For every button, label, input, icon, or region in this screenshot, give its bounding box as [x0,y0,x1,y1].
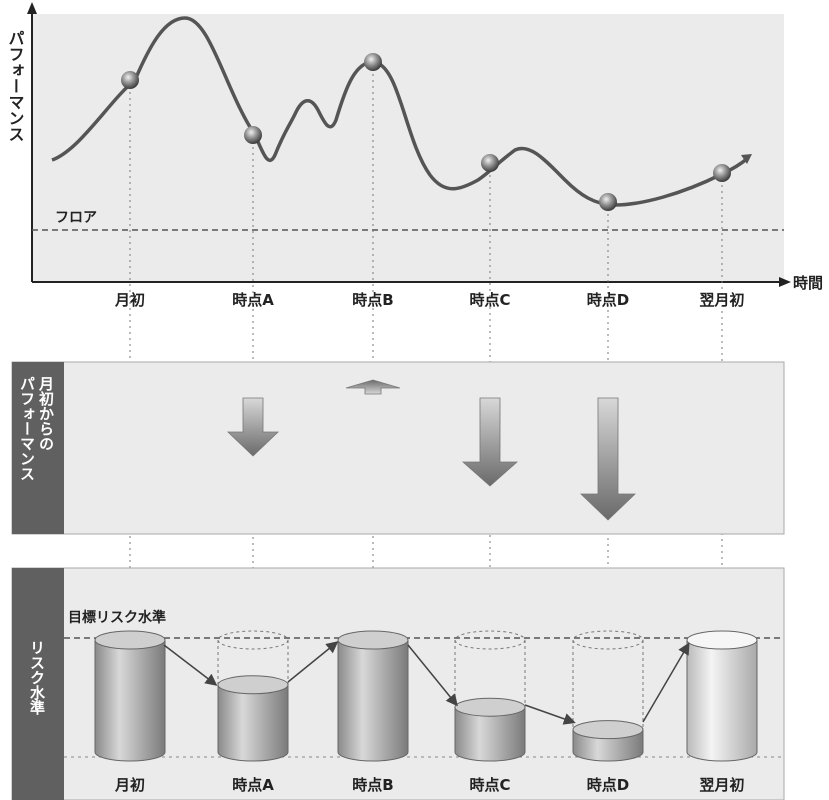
risk-cylinder [94,630,166,762]
tick-label: 月初 [114,776,145,794]
tick-label: 時点D [587,776,629,794]
bottom-side-tab [12,568,64,800]
arrow-down-d [580,397,636,521]
floor-label: フロア [55,210,97,226]
tick-label: 時点A [232,291,274,309]
risk-cylinder [454,630,526,762]
tick-label: 月初 [114,291,145,309]
point-marker-next [713,164,731,182]
bottom-side-label: リスク水準 [28,640,46,716]
tick-label: 時点B [352,776,393,794]
risk-cylinder [217,630,289,762]
performance-curve [51,16,750,207]
arrow-down-a [227,397,279,457]
target-risk-label: 目標リスク水準 [68,609,166,626]
tick-label: 時点C [469,776,510,794]
x-axis-label: 時間 [793,274,823,292]
risk-cylinder [572,630,644,762]
top-chart-background [32,14,784,282]
top-tick-labels: 月初 時点A 時点B 時点C 時点D 翌月初 [114,291,745,309]
arrow-up-b [345,379,401,395]
tick-label: 時点A [232,776,274,794]
tick-label: 時点C [469,291,510,309]
point-marker-d [599,193,617,211]
tick-label: 翌月初 [699,776,744,794]
x-axis-arrowhead [779,277,791,287]
point-marker-getsusho [121,71,139,89]
point-marker-c [481,154,499,172]
middle-panel [11,361,785,535]
bottom-tick-labels: 月初 時点A 時点B 時点C 時点D 翌月初 [114,776,745,794]
arrow-down-c [461,397,519,487]
tick-label: 時点D [587,291,629,309]
point-marker-a [244,126,262,144]
point-marker-b [364,53,382,71]
middle-side-tab [12,362,64,534]
middle-side-label-line1: 月初からの [37,376,55,451]
level-connectors [163,641,690,725]
risk-cylinder [337,630,409,762]
curve-arrowhead [741,154,752,164]
middle-side-label-line2: パフォーマンス [18,376,36,481]
risk-cylinders [94,630,758,762]
performance-arrows [227,379,636,521]
tick-label: 時点B [352,291,393,309]
tick-label: 翌月初 [699,291,744,309]
y-axis-label: パフォーマンス [6,30,25,142]
risk-cylinder [686,630,758,762]
y-axis-arrowhead [27,2,37,14]
